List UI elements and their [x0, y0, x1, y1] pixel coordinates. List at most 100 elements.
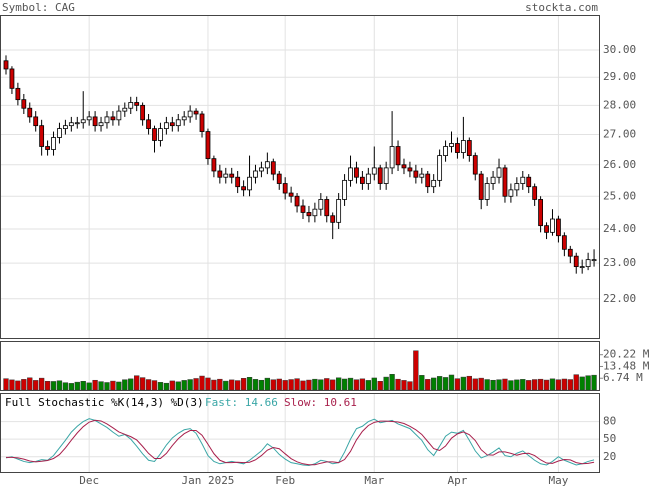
- candle-body: [51, 137, 56, 150]
- candle-body: [407, 167, 413, 172]
- x-tick-label: Mar: [364, 474, 384, 486]
- volume-bar: [407, 381, 413, 391]
- candle-body: [247, 176, 252, 191]
- candle-body: [490, 176, 496, 184]
- volume-bar: [199, 375, 205, 391]
- volume-bar: [341, 378, 348, 391]
- volume-bar: [80, 381, 86, 391]
- volume-bar: [187, 379, 193, 391]
- y-tick-label: 20.22 M: [603, 348, 650, 361]
- candle-body: [92, 116, 98, 127]
- candle-body: [561, 235, 567, 250]
- volume-bar: [240, 378, 247, 391]
- candle-body: [276, 173, 282, 184]
- y-tick-label: 20: [603, 450, 616, 463]
- volume-bar: [466, 375, 472, 391]
- volume-bar: [514, 379, 520, 391]
- volume-bar: [318, 379, 324, 391]
- volume-bar: [567, 379, 573, 391]
- volume-bar: [300, 380, 306, 391]
- source-label: stockta.com: [525, 1, 598, 14]
- candle-body: [389, 146, 395, 169]
- candle-body: [585, 259, 591, 268]
- candle-body: [342, 179, 347, 200]
- volume-bar: [537, 378, 544, 391]
- volume-bar: [235, 380, 241, 391]
- volume-bar: [490, 379, 496, 391]
- volume-bar: [460, 376, 467, 391]
- volume-bar: [472, 378, 478, 391]
- candle-body: [312, 208, 318, 217]
- volume-bar: [371, 377, 377, 391]
- candle-body: [152, 128, 157, 141]
- y-tick-label: 80: [603, 415, 616, 428]
- volume-bar: [33, 380, 39, 391]
- volume-bar: [258, 379, 265, 391]
- candle-body: [175, 119, 181, 127]
- candle-body: [449, 143, 454, 147]
- volume-bar: [15, 380, 21, 391]
- candle-body: [86, 116, 92, 121]
- candle-body: [508, 189, 514, 197]
- volume-bar: [591, 374, 597, 391]
- volume-bar: [484, 379, 490, 391]
- candle-body: [270, 161, 276, 175]
- candle-body: [116, 110, 122, 121]
- volume-bar: [294, 378, 300, 391]
- volume-bar: [561, 378, 568, 391]
- candle-body: [193, 110, 199, 115]
- volume-bar: [324, 378, 330, 391]
- candle-body: [354, 167, 359, 178]
- volume-panel: [0, 341, 600, 391]
- volume-bar: [9, 379, 15, 391]
- volume-bar: [169, 380, 175, 391]
- x-tick-label: Dec: [79, 474, 99, 486]
- volume-bar: [145, 379, 152, 391]
- volume-bar: [74, 381, 80, 391]
- volume-bar: [425, 379, 431, 391]
- candle-body: [466, 140, 472, 156]
- volume-bar: [246, 377, 253, 391]
- candle-body: [496, 167, 502, 178]
- y-tick-label: 13.48 M: [603, 359, 650, 372]
- candle-body: [241, 186, 247, 191]
- volume-bar: [181, 380, 187, 391]
- candle-body: [443, 146, 448, 156]
- volume-bar: [419, 375, 425, 391]
- candle-body: [169, 122, 175, 127]
- candle-body: [74, 122, 80, 125]
- volume-bar: [270, 379, 276, 391]
- candle-body: [437, 155, 443, 181]
- candle-body: [330, 215, 336, 223]
- legend-slow-name: Slow:: [284, 396, 317, 409]
- volume-bar: [163, 382, 170, 391]
- volume-bar: [122, 379, 128, 391]
- candle-body: [104, 116, 110, 124]
- volume-bar: [389, 374, 395, 391]
- stochastic-title: Full Stochastic %K(14,3) %D(3): [5, 396, 204, 409]
- volume-bar: [21, 379, 27, 391]
- volume-bar: [38, 377, 45, 391]
- candle-body: [567, 248, 573, 257]
- y-tick-label: 27.00: [603, 128, 636, 141]
- candle-body: [15, 87, 21, 101]
- candle-body: [128, 102, 134, 109]
- candle-body: [591, 259, 597, 262]
- volume-bar: [585, 375, 591, 391]
- x-tick-label: May: [548, 474, 568, 486]
- volume-bar: [110, 380, 116, 391]
- volume-bar: [56, 380, 63, 391]
- volume-bar: [377, 381, 383, 391]
- candle-body: [98, 122, 104, 127]
- candle-body: [39, 125, 45, 147]
- volume-bar: [401, 380, 407, 391]
- volume-bar: [276, 378, 282, 391]
- candle-body: [538, 199, 543, 227]
- candle-body: [57, 128, 62, 138]
- volume-bar: [413, 350, 419, 391]
- volume-bar: [229, 379, 235, 391]
- volume-bar: [526, 380, 532, 391]
- candle-body: [199, 113, 205, 132]
- candle-body: [282, 183, 288, 194]
